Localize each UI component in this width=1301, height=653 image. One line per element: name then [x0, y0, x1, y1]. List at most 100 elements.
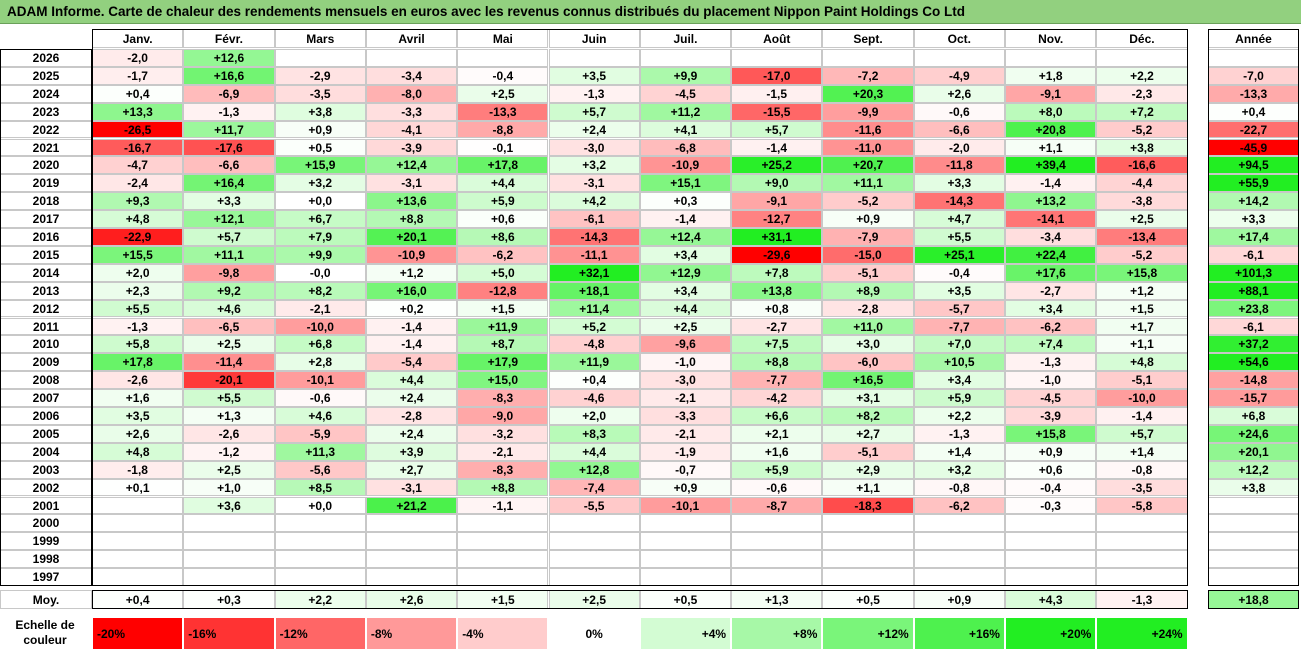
month-header: Mai — [457, 29, 549, 48]
heat-cell: -9,0 — [457, 407, 549, 425]
color-scale-step: +24% — [1096, 617, 1188, 650]
heat-cell: +5,9 — [913, 389, 1005, 407]
heat-cell: +2,9 — [822, 460, 914, 479]
year-label: 2009 — [0, 353, 92, 372]
annual-cell — [1208, 568, 1299, 586]
heat-cell: +2,0 — [92, 263, 184, 282]
average-annual-cell: +18,8 — [1208, 590, 1299, 609]
heat-cell: -0,4 — [1005, 478, 1097, 497]
heat-cell — [731, 550, 823, 569]
heat-cell: -8,7 — [731, 496, 823, 515]
heat-cell: +1,2 — [365, 263, 458, 282]
year-label: 2023 — [0, 102, 92, 121]
heat-cell: -1,4 — [365, 317, 458, 336]
heat-cell: +8,5 — [274, 478, 366, 497]
color-scale-step: -4% — [457, 617, 549, 650]
heat-cell — [274, 532, 366, 551]
heat-cell — [913, 49, 1005, 67]
heat-cell: +11,3 — [274, 442, 366, 461]
heat-cell: -1,0 — [639, 353, 732, 372]
heat-cell: -2,1 — [457, 442, 549, 461]
heat-cell: +9,2 — [183, 281, 275, 300]
heat-cell: +4,6 — [274, 407, 366, 425]
heat-cell — [1005, 568, 1097, 586]
heat-cell: +7,5 — [731, 335, 823, 354]
heat-cell: -3,0 — [548, 138, 640, 157]
heat-cell: +1,1 — [822, 478, 914, 497]
heat-cell: +0,4 — [548, 371, 640, 390]
heat-cell: -6,9 — [183, 84, 275, 103]
average-cell: +2,5 — [548, 590, 640, 609]
year-label: 2021 — [0, 138, 92, 157]
heat-cell: +11,9 — [548, 353, 640, 372]
color-scale-step: 0% — [548, 617, 640, 650]
year-label: 2026 — [0, 49, 92, 67]
heat-cell — [731, 532, 823, 551]
color-scale-step: -20% — [92, 617, 184, 650]
heat-cell: -20,1 — [183, 371, 275, 390]
heat-cell: +20,8 — [1005, 120, 1097, 139]
heat-cell: -6,0 — [822, 353, 914, 372]
heat-cell: +2,3 — [92, 281, 184, 300]
heat-cell: -15,5 — [731, 102, 823, 121]
annual-cell — [1208, 496, 1299, 515]
heat-cell: +1,3 — [183, 407, 275, 425]
heat-cell: -1,4 — [731, 138, 823, 157]
heat-cell: +3,2 — [913, 460, 1005, 479]
heat-cell: -2,8 — [822, 299, 914, 318]
heat-cell: -7,7 — [913, 317, 1005, 336]
heat-cell: +11,0 — [822, 317, 914, 336]
color-scale-step: +16% — [913, 617, 1005, 650]
heat-cell: +0,2 — [365, 299, 458, 318]
heat-cell: +15,1 — [639, 174, 732, 193]
heat-cell: -2,0 — [913, 138, 1005, 157]
heat-cell — [639, 49, 732, 67]
heat-cell — [1005, 514, 1097, 533]
heat-cell: -0,3 — [1005, 496, 1097, 515]
heat-cell: +4,4 — [365, 371, 458, 390]
heat-cell: +4,1 — [639, 120, 732, 139]
heat-cell: -6,2 — [1005, 317, 1097, 336]
heat-cell — [274, 49, 366, 67]
heat-cell: -13,4 — [1096, 228, 1188, 246]
heat-cell: +5,0 — [457, 263, 549, 282]
heat-cell: +20,7 — [822, 156, 914, 175]
heat-cell — [457, 514, 549, 533]
year-label: 2014 — [0, 263, 92, 282]
annual-cell: -45,9 — [1208, 138, 1299, 157]
heat-cell — [548, 49, 640, 67]
heat-cell: -5,9 — [274, 424, 366, 443]
year-label: 2025 — [0, 66, 92, 85]
annual-cell: -13,3 — [1208, 84, 1299, 103]
heat-cell — [92, 550, 184, 569]
annual-header: Année — [1208, 29, 1299, 48]
heat-cell: -6,2 — [457, 245, 549, 264]
heat-cell: -6,1 — [548, 210, 640, 228]
heat-cell: +17,8 — [457, 156, 549, 175]
heat-cell: -10,1 — [274, 371, 366, 390]
heat-cell: -1,8 — [92, 460, 184, 479]
heat-cell: -0,8 — [913, 478, 1005, 497]
heat-cell: +13,3 — [92, 102, 184, 121]
heat-cell: +9,3 — [92, 192, 184, 211]
heat-cell — [274, 550, 366, 569]
annual-cell: +14,2 — [1208, 192, 1299, 211]
heat-cell: -8,3 — [457, 460, 549, 479]
heat-cell: -0,6 — [274, 389, 366, 407]
heat-cell: +12,4 — [365, 156, 458, 175]
year-label: 2005 — [0, 424, 92, 443]
heat-cell: -15,0 — [822, 245, 914, 264]
month-header: Janv. — [92, 29, 184, 48]
heat-cell — [92, 532, 184, 551]
heat-cell — [365, 550, 458, 569]
heat-cell: -10,0 — [274, 317, 366, 336]
heat-cell — [92, 568, 184, 586]
heat-cell: +39,4 — [1005, 156, 1097, 175]
heat-cell: -3,1 — [365, 478, 458, 497]
heat-cell: -5,8 — [1096, 496, 1188, 515]
annual-cell: -6,1 — [1208, 317, 1299, 336]
heat-cell: +5,5 — [913, 228, 1005, 246]
heat-cell: +6,8 — [274, 335, 366, 354]
heat-cell: +0,9 — [274, 120, 366, 139]
month-header: Juil. — [639, 29, 732, 48]
